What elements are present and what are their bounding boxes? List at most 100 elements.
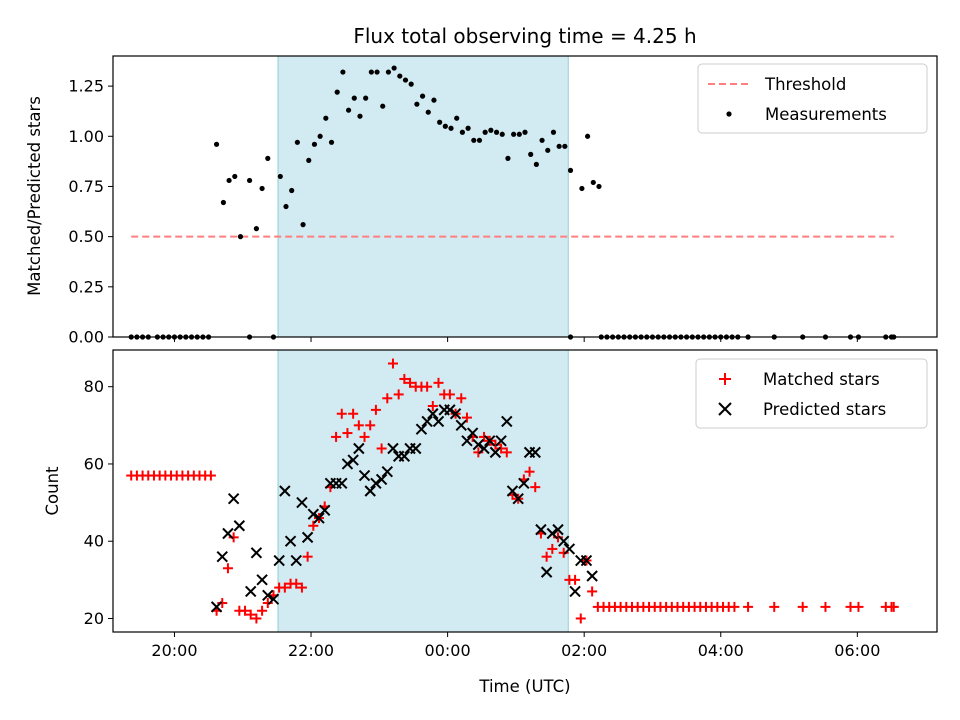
measurement-point xyxy=(220,199,226,206)
predicted-point xyxy=(262,589,274,602)
measurement-point xyxy=(289,187,295,194)
x-tick-label: 04:00 xyxy=(698,641,744,660)
measurement-point xyxy=(482,129,488,135)
y-tick-label: 80 xyxy=(84,377,104,396)
measurements-legend-swatch xyxy=(726,111,732,117)
predicted-point xyxy=(529,446,541,459)
predicted-point xyxy=(256,574,268,586)
measurement-point xyxy=(471,137,477,143)
measurement-point xyxy=(437,119,443,125)
measurement-point xyxy=(226,177,232,184)
predicted-point xyxy=(472,438,485,451)
predicted-point xyxy=(518,477,530,489)
matched-point xyxy=(240,605,251,616)
measurement-point xyxy=(579,185,585,192)
count-marks xyxy=(126,358,899,624)
measurement-point xyxy=(323,115,329,121)
matched-point xyxy=(743,601,754,612)
ratio-y-axis-label: Matched/Predicted stars xyxy=(25,96,44,296)
measurement-point xyxy=(213,141,220,147)
measurement-point xyxy=(334,89,340,95)
ratio-legend-box xyxy=(697,63,928,134)
measurement-point xyxy=(277,173,283,180)
threshold-legend-label: Threshold xyxy=(764,75,846,94)
predicted-point xyxy=(296,496,308,509)
chart-title: Flux total observing time = 4.25 h xyxy=(353,24,696,48)
predicted-point xyxy=(461,435,473,447)
measurement-point xyxy=(408,81,414,87)
predicted-point xyxy=(398,450,411,462)
measurement-point xyxy=(528,151,534,157)
matched-point xyxy=(370,404,381,415)
matched-point xyxy=(365,420,376,431)
predicted-point xyxy=(336,477,348,489)
measurement-point xyxy=(425,109,431,115)
predicted-point xyxy=(216,550,228,563)
matched-point xyxy=(359,431,370,442)
measurement-point xyxy=(590,179,596,186)
matched-legend-label: Matched stars xyxy=(763,370,880,389)
ratio-y-ticks: 0.00 0.25 0.50 0.75 1.00 1.25 xyxy=(68,77,113,347)
matched-point xyxy=(461,412,472,423)
ratio-plot-frame xyxy=(112,55,938,338)
measurement-point xyxy=(259,185,265,192)
count-x-ticks: 20:00 22:00 00:00 02:00 04:00 06:00 xyxy=(151,632,880,660)
matched-point xyxy=(262,598,273,609)
measurement-point xyxy=(516,131,522,137)
measurement-point xyxy=(414,101,420,107)
matched-point xyxy=(331,431,342,442)
matched-point xyxy=(530,482,541,493)
measurement-point xyxy=(300,222,306,228)
predicted-point xyxy=(347,454,359,466)
measurement-point xyxy=(419,93,426,99)
predicted-point xyxy=(444,404,456,416)
matched-point xyxy=(257,605,268,616)
predicted-point xyxy=(307,508,320,520)
predicted-point xyxy=(489,446,502,459)
predicted-point xyxy=(569,585,581,598)
matched-point xyxy=(729,601,740,612)
x-tick-label: 20:00 xyxy=(151,641,197,660)
predicted-point xyxy=(227,493,240,505)
predicted-point xyxy=(563,543,576,555)
measurement-point xyxy=(265,155,271,161)
measurement-point xyxy=(476,137,483,143)
predicted-point xyxy=(552,523,564,536)
predicted-point xyxy=(301,531,314,544)
matched-point xyxy=(376,443,387,454)
measurement-point xyxy=(237,234,244,240)
predicted-legend-swatch xyxy=(718,402,732,416)
measurement-point xyxy=(596,183,602,190)
matched-point xyxy=(222,563,233,574)
measurement-point xyxy=(562,143,568,149)
predicted-point xyxy=(245,585,257,598)
predicted-point xyxy=(586,570,598,582)
measurement-point xyxy=(550,129,557,135)
measurement-point xyxy=(380,103,386,109)
measurement-point xyxy=(397,73,403,79)
predicted-point xyxy=(381,465,393,478)
y-tick-label: 1.25 xyxy=(68,77,104,96)
y-tick-label: 0.75 xyxy=(68,177,104,196)
measurement-point xyxy=(253,226,260,232)
matched-point xyxy=(405,377,416,388)
count-y-ticks: 20 40 60 80 xyxy=(84,377,113,628)
matched-point xyxy=(399,373,410,384)
y-tick-label: 40 xyxy=(84,532,104,551)
measurement-point xyxy=(533,161,539,167)
predicted-point xyxy=(410,442,422,455)
predicted-point xyxy=(415,423,428,435)
matched-point xyxy=(433,377,444,388)
predicted-point xyxy=(250,547,263,559)
ratio-marks xyxy=(128,65,897,340)
predicted-point xyxy=(512,493,524,505)
predicted-point xyxy=(540,566,553,578)
x-tick-label: 06:00 xyxy=(834,641,880,660)
measurement-point xyxy=(584,133,591,139)
predicted-point xyxy=(273,554,285,567)
measurement-point xyxy=(246,177,253,184)
measurement-point xyxy=(567,167,574,174)
predicted-point xyxy=(478,442,490,455)
measurement-point xyxy=(391,65,397,71)
